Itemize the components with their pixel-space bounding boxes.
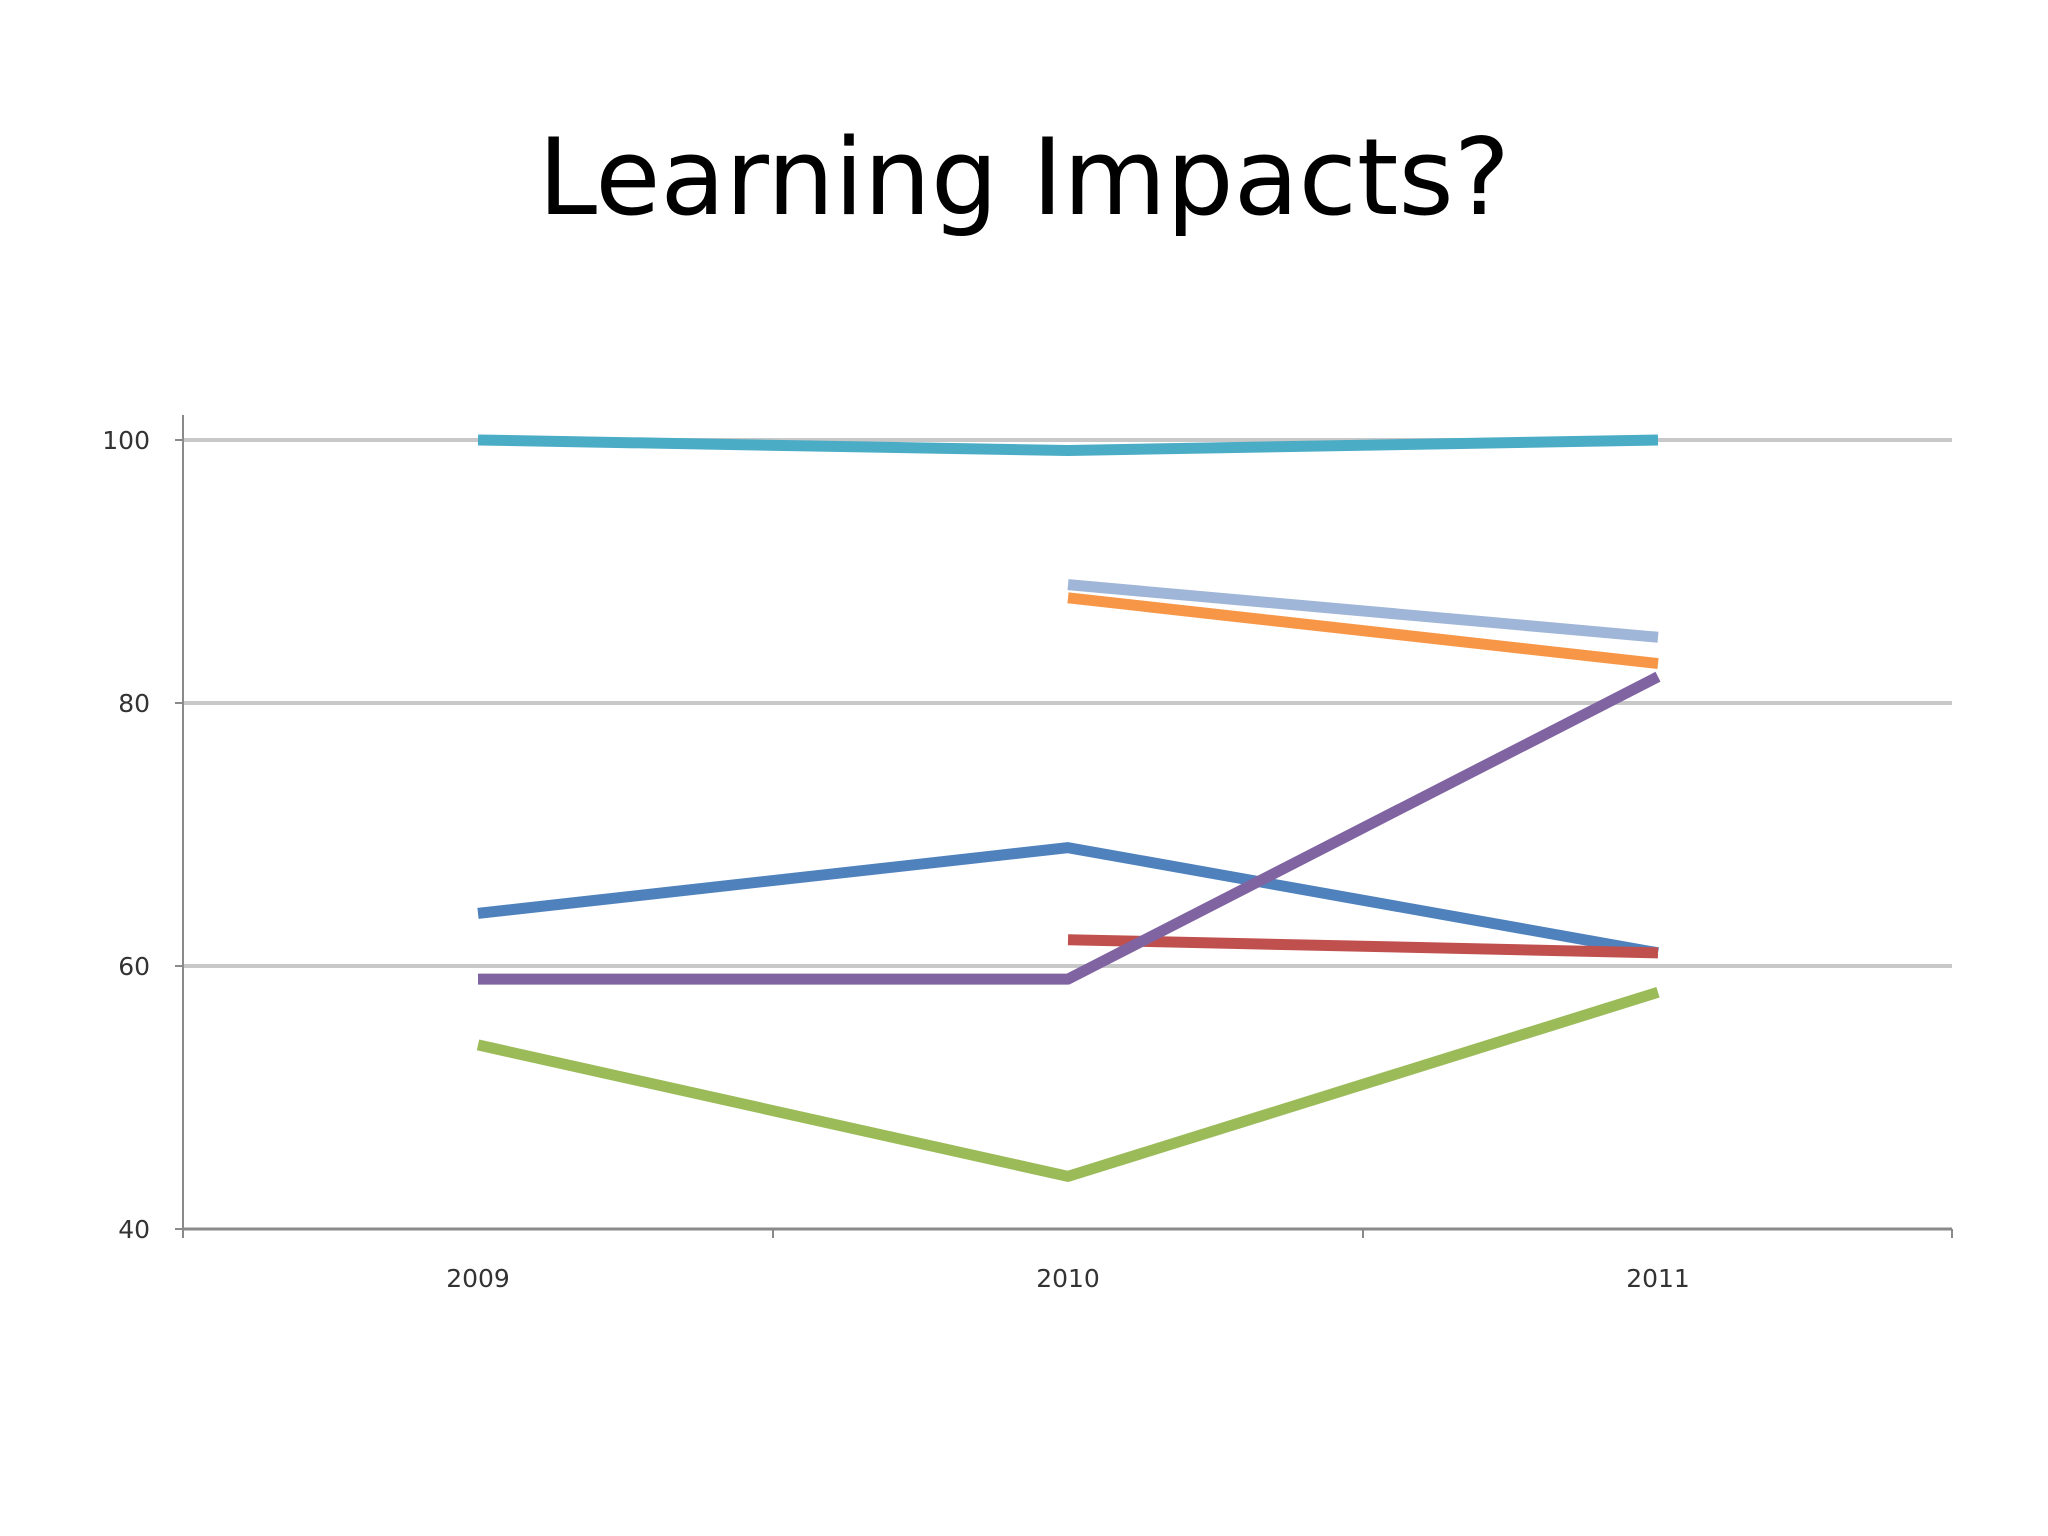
series-line-4 (477, 842, 1659, 959)
y-tick-label: 60 (118, 952, 150, 981)
y-tick-label: 40 (118, 1215, 150, 1244)
series-line-3 (1067, 592, 1659, 670)
slide-title: Learning Impacts? (538, 116, 1510, 239)
tick-labels: 40 60 80 100 2009 2010 2011 (102, 426, 1690, 1293)
y-tick-label: 100 (102, 426, 150, 455)
series-line-7 (476, 987, 1660, 1182)
series-lines (476, 434, 1661, 1182)
series-line-2 (1067, 579, 1659, 643)
series-line-6 (478, 671, 1661, 985)
series-line-5 (1067, 934, 1659, 959)
gridlines (183, 438, 1952, 968)
series-line-1 (477, 434, 1659, 457)
x-tick-label: 2011 (1626, 1264, 1690, 1293)
axes (175, 415, 1953, 1238)
x-tick-label: 2010 (1036, 1264, 1100, 1293)
y-tick-label: 80 (118, 689, 150, 718)
x-tick-label: 2009 (446, 1264, 510, 1293)
